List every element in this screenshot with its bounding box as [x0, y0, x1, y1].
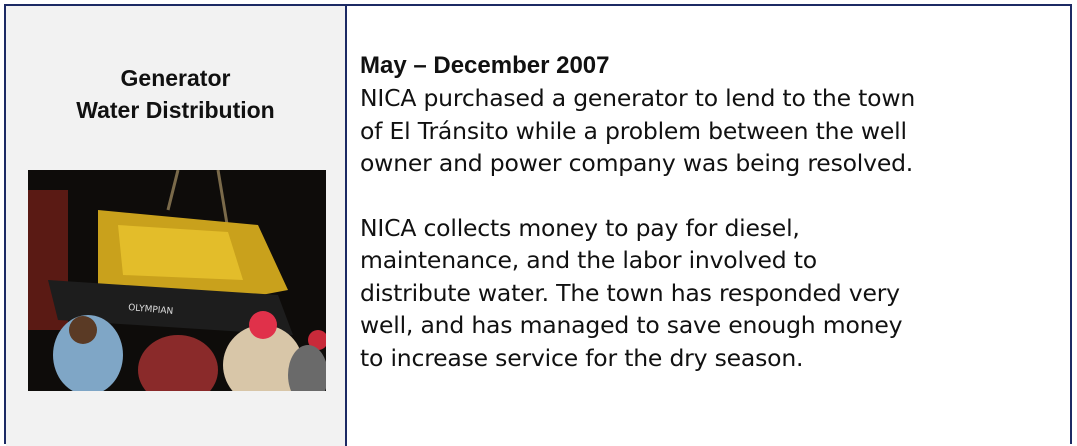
cell-title: Generator Water Distribution [6, 62, 345, 126]
photo: OLYMPIAN [28, 170, 326, 391]
text-line: maintenance, and the labor involved to [360, 244, 915, 277]
text-line: to increase service for the dry season. [360, 342, 915, 375]
text-line: of El Tránsito while a problem between t… [360, 115, 915, 148]
right-cell: May – December 2007 NICA purchased a gen… [360, 50, 915, 374]
text-line: NICA purchased a generator to lend to th… [360, 82, 915, 115]
title-line: Water Distribution [6, 94, 345, 126]
heading: May – December 2007 [360, 50, 915, 82]
text-line: distribute water. The town has responded… [360, 277, 915, 310]
text-line: owner and power company was being resolv… [360, 147, 915, 180]
title-line: Generator [6, 62, 345, 94]
left-cell: Generator Water Distribution OLYMPIAN [6, 6, 347, 446]
text-line: well, and has managed to save enough mon… [360, 309, 915, 342]
text-line: NICA collects money to pay for diesel, [360, 212, 915, 245]
page: Generator Water Distribution OLYMPIAN Ma… [0, 0, 1077, 436]
table: Generator Water Distribution OLYMPIAN Ma… [4, 4, 1072, 444]
